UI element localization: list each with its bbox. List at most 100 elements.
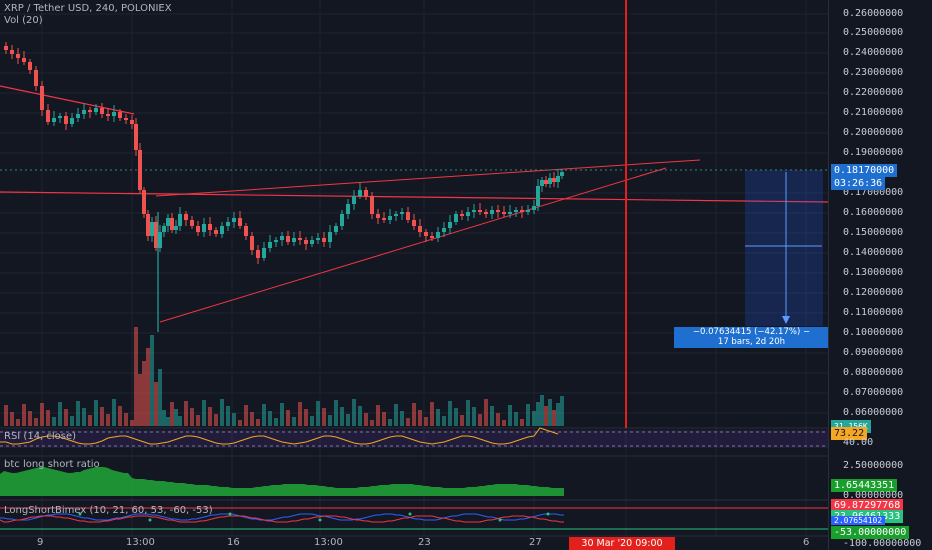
time-label-16: 16: [227, 537, 240, 548]
trendline-descending: [0, 85, 135, 115]
candle-body: [280, 236, 284, 240]
volume-bar: [174, 409, 178, 426]
candle-body: [352, 196, 356, 204]
volume-bar: [298, 402, 302, 426]
price-tick: 0.14000000: [843, 247, 904, 258]
candle-body: [286, 236, 290, 242]
volume-bar: [100, 407, 104, 426]
price-tick: 0.20000000: [843, 127, 904, 138]
triangle-upper-line: [155, 159, 701, 197]
candle-body: [58, 116, 62, 118]
candle-body: [540, 180, 544, 186]
candle-body: [170, 218, 174, 230]
volume-bar: [540, 395, 544, 426]
candle-body: [508, 212, 512, 214]
bimex-bottom-tick: -100.00000000: [843, 538, 922, 549]
price-tick: 0.26000000: [843, 8, 904, 19]
bimex-line-slow: [0, 515, 564, 523]
candle-body: [400, 212, 404, 214]
price-tick: 0.07000000: [843, 387, 904, 398]
volume-bar: [376, 405, 380, 426]
volume-bar: [556, 403, 560, 426]
candle-body: [184, 214, 188, 220]
price-tick: 0.24000000: [843, 47, 904, 58]
volume-bar: [138, 374, 142, 426]
volume-bar: [472, 407, 476, 426]
candle-body: [514, 210, 518, 212]
candle-body: [22, 58, 26, 62]
volume-bar: [232, 413, 236, 426]
candle-body: [394, 214, 398, 216]
rsi-level-tick: 40.00: [843, 437, 874, 448]
volume-bar: [118, 406, 122, 426]
measure-tool-label: −0.07634415 (−42.17%) − 17 bars, 2d 20h: [674, 327, 829, 348]
volume-bar: [280, 403, 284, 426]
candle-body: [190, 220, 194, 226]
volume-bar: [370, 420, 374, 426]
price-tick: 0.10000000: [843, 327, 904, 338]
volume-bar: [40, 403, 44, 426]
time-label-13-00-a: 13:00: [126, 537, 155, 548]
volume-bar: [154, 382, 158, 426]
rsi-band: [0, 430, 828, 448]
volume-bar: [560, 396, 564, 426]
candle-body: [250, 236, 254, 250]
volume-bar: [358, 406, 362, 426]
volume-bar: [334, 400, 338, 426]
volume-bar: [4, 405, 8, 426]
candle-body: [316, 238, 320, 240]
candle-body: [244, 226, 248, 236]
volume-bar: [424, 417, 428, 426]
ratio-pane: [0, 467, 564, 496]
candle-body: [52, 118, 56, 122]
volume-bar: [238, 420, 242, 426]
volume-bar: [340, 407, 344, 426]
candle-body: [142, 190, 146, 214]
candle-body: [496, 210, 500, 212]
candle-body: [256, 250, 260, 258]
volume-bar: [214, 414, 218, 426]
volume-bar: [158, 369, 162, 426]
price-tick: 0.06000000: [843, 407, 904, 418]
time-label-9: 9: [37, 537, 44, 548]
candle-body: [174, 226, 178, 230]
candle-body: [334, 226, 338, 232]
volume-bar: [544, 406, 548, 426]
volume-bar: [196, 415, 200, 426]
candle-body: [46, 110, 50, 122]
price-axis[interactable]: 0.26000000 0.25000000 0.24000000 0.23000000…: [828, 0, 932, 550]
candle-body: [478, 210, 482, 212]
candles: [4, 42, 564, 332]
price-tick: 0.21000000: [843, 107, 904, 118]
volume-bar: [520, 419, 524, 426]
bimex-signal-dot: [498, 518, 502, 522]
price-tick: 0.16000000: [843, 207, 904, 218]
bimex-signal-dot: [78, 512, 82, 516]
candle-body: [370, 196, 374, 214]
candle-body: [166, 218, 170, 226]
volume-bar: [268, 411, 272, 426]
candle-body: [118, 112, 122, 118]
candle-body: [138, 150, 142, 190]
candle-body: [76, 114, 80, 118]
chart-canvas[interactable]: [0, 0, 828, 550]
volume-bar: [184, 401, 188, 426]
candle-body: [412, 220, 416, 226]
volume-bar: [382, 412, 386, 426]
bimex-signal-dot: [408, 512, 412, 516]
ratio-value-badge: 1.65443351: [831, 479, 898, 492]
candle-body: [34, 70, 38, 86]
volume-bar: [310, 416, 314, 426]
candle-body: [40, 86, 44, 110]
candle-body: [154, 222, 158, 248]
volume-bar: [190, 408, 194, 426]
volume-bar: [220, 399, 224, 426]
rsi-legend: RSI (14, close): [4, 431, 77, 442]
volume-bar: [430, 402, 434, 426]
volume-bar: [88, 415, 92, 426]
volume-legend: Vol (20): [4, 15, 43, 26]
candle-body: [418, 226, 422, 232]
volume-bar: [208, 407, 212, 426]
candle-body: [64, 116, 68, 124]
